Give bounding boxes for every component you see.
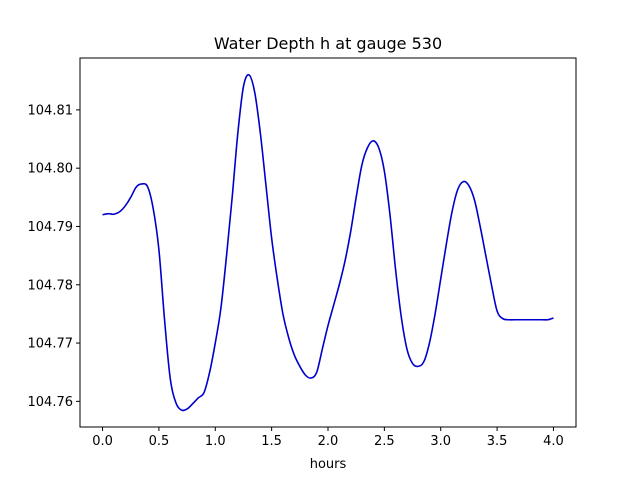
x-tick-label: 2.0	[318, 434, 339, 449]
x-tick-label: 2.5	[374, 434, 395, 449]
plot-area: 0.0 0.5 1.0 1.5 2.0 2.5 3.0 3.5 4.0 104.76 104.77 1…	[28, 73, 564, 449]
x-tick-label: 1.5	[261, 434, 282, 449]
x-axis-label: hours	[310, 457, 347, 472]
y-tick-label: 104.81	[28, 103, 74, 118]
y-tick-label: 104.79	[28, 220, 74, 235]
y-tick-label: 104.76	[28, 395, 74, 410]
y-tick-label: 104.77	[28, 337, 74, 352]
x-tick-label: 3.0	[430, 434, 451, 449]
x-tick-label: 1.0	[205, 434, 226, 449]
y-tick-label: 104.80	[28, 162, 74, 177]
x-tick-label: 0.5	[149, 434, 170, 449]
x-tick-label: 3.5	[487, 434, 508, 449]
chart-title: Water Depth h at gauge 530	[214, 34, 442, 53]
x-tick-label: 4.0	[543, 434, 564, 449]
y-tick-label: 104.78	[28, 278, 74, 293]
x-tick-label: 0.0	[92, 434, 113, 449]
series-line-0	[102, 73, 554, 412]
axes-frame	[79, 57, 577, 428]
